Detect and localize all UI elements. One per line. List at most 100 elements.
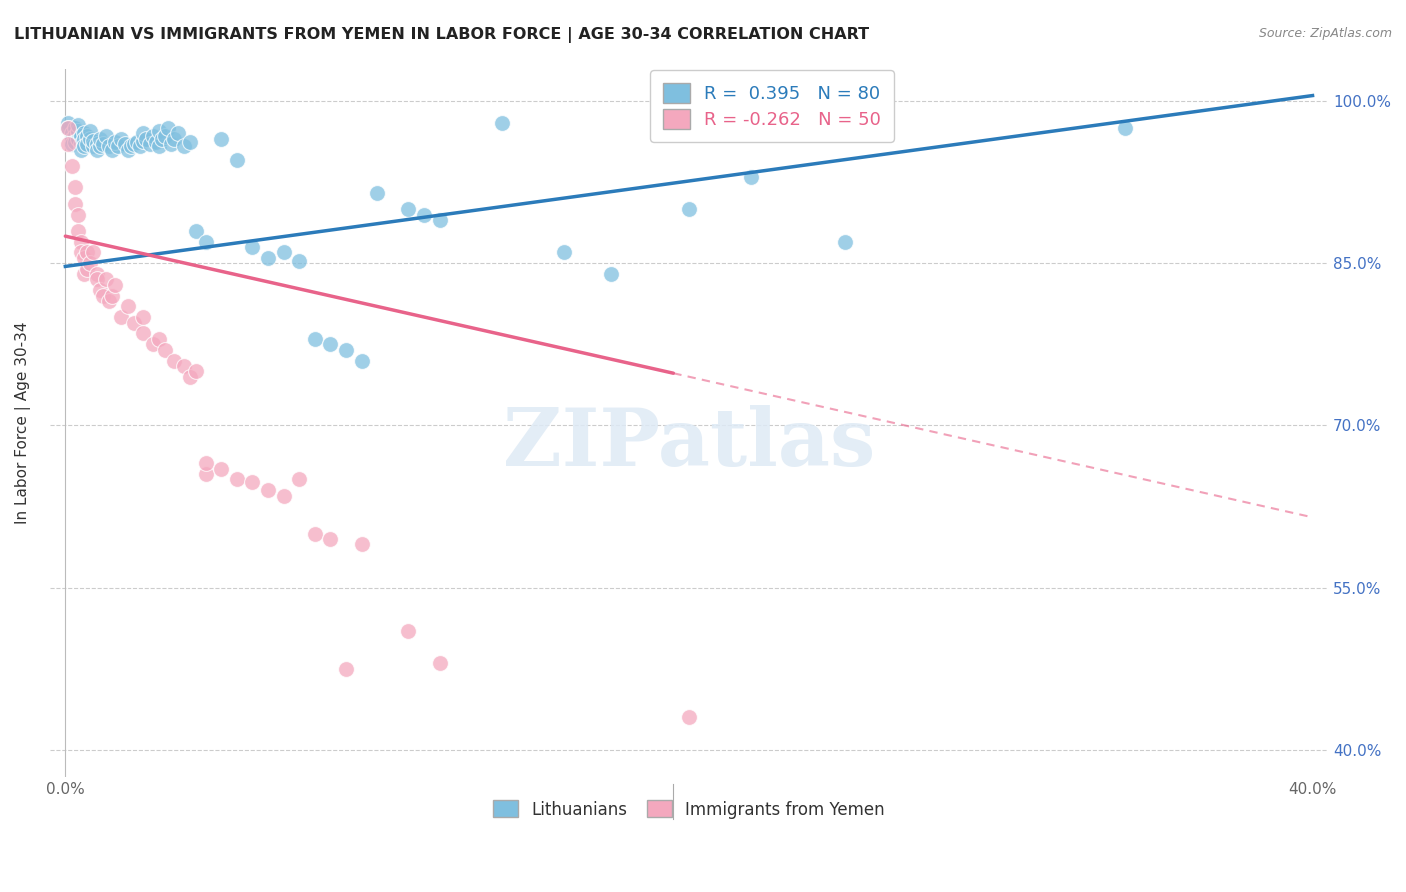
Point bbox=[429, 213, 451, 227]
Point bbox=[553, 245, 575, 260]
Point bbox=[194, 456, 217, 470]
Point bbox=[678, 202, 700, 216]
Point bbox=[225, 153, 247, 168]
Text: Source: ZipAtlas.com: Source: ZipAtlas.com bbox=[1258, 27, 1392, 40]
Point bbox=[66, 207, 89, 221]
Point bbox=[60, 137, 83, 152]
Point bbox=[142, 337, 165, 351]
Point bbox=[273, 245, 295, 260]
Point bbox=[335, 662, 357, 676]
Point bbox=[257, 251, 280, 265]
Point bbox=[104, 277, 127, 292]
Point bbox=[242, 475, 264, 489]
Point bbox=[117, 143, 139, 157]
Point bbox=[740, 169, 762, 184]
Point bbox=[122, 137, 145, 152]
Point bbox=[142, 128, 165, 143]
Point bbox=[257, 483, 280, 498]
Point bbox=[350, 353, 373, 368]
Point bbox=[160, 137, 183, 152]
Point bbox=[350, 537, 373, 551]
Point bbox=[73, 139, 96, 153]
Point bbox=[86, 143, 108, 157]
Point bbox=[304, 332, 326, 346]
Point bbox=[76, 128, 98, 143]
Point bbox=[163, 132, 186, 146]
Legend: Lithuanians, Immigrants from Yemen: Lithuanians, Immigrants from Yemen bbox=[486, 794, 891, 825]
Point bbox=[132, 326, 155, 341]
Point bbox=[273, 489, 295, 503]
Point bbox=[413, 207, 436, 221]
Point bbox=[834, 235, 856, 249]
Text: ZIPatlas: ZIPatlas bbox=[503, 405, 875, 483]
Point bbox=[98, 293, 121, 308]
Point bbox=[63, 180, 86, 194]
Point bbox=[114, 137, 136, 152]
Point bbox=[73, 251, 96, 265]
Point bbox=[86, 137, 108, 152]
Point bbox=[79, 124, 101, 138]
Point bbox=[82, 139, 104, 153]
Point bbox=[148, 332, 170, 346]
Point bbox=[91, 137, 114, 152]
Point bbox=[209, 132, 232, 146]
Point bbox=[73, 267, 96, 281]
Point bbox=[122, 316, 145, 330]
Point bbox=[73, 127, 96, 141]
Point bbox=[225, 473, 247, 487]
Point bbox=[60, 127, 83, 141]
Point bbox=[60, 132, 83, 146]
Point bbox=[58, 137, 80, 152]
Point bbox=[101, 143, 124, 157]
Point bbox=[82, 245, 104, 260]
Point bbox=[70, 143, 93, 157]
Point bbox=[110, 310, 132, 325]
Point bbox=[70, 137, 93, 152]
Text: LITHUANIAN VS IMMIGRANTS FROM YEMEN IN LABOR FORCE | AGE 30-34 CORRELATION CHART: LITHUANIAN VS IMMIGRANTS FROM YEMEN IN L… bbox=[14, 27, 869, 43]
Point bbox=[678, 710, 700, 724]
Point bbox=[58, 120, 80, 135]
Point bbox=[186, 224, 208, 238]
Point bbox=[70, 245, 93, 260]
Point bbox=[157, 120, 180, 135]
Point bbox=[101, 288, 124, 302]
Point bbox=[89, 132, 111, 146]
Point bbox=[138, 137, 160, 152]
Point bbox=[58, 120, 80, 135]
Point bbox=[86, 267, 108, 281]
Point bbox=[117, 300, 139, 314]
Point bbox=[79, 132, 101, 146]
Point bbox=[120, 139, 142, 153]
Point bbox=[76, 137, 98, 152]
Point bbox=[319, 337, 342, 351]
Point bbox=[209, 461, 232, 475]
Point bbox=[63, 196, 86, 211]
Point bbox=[153, 128, 176, 143]
Point bbox=[63, 135, 86, 149]
Point bbox=[82, 134, 104, 148]
Point bbox=[132, 134, 155, 148]
Point bbox=[94, 128, 117, 143]
Point bbox=[179, 369, 201, 384]
Point bbox=[70, 128, 93, 143]
Point bbox=[429, 657, 451, 671]
Point bbox=[145, 135, 167, 149]
Point bbox=[366, 186, 388, 200]
Point bbox=[89, 139, 111, 153]
Point bbox=[163, 353, 186, 368]
Point bbox=[73, 132, 96, 146]
Point bbox=[186, 364, 208, 378]
Point bbox=[63, 128, 86, 143]
Point bbox=[173, 359, 195, 373]
Point bbox=[89, 283, 111, 297]
Point bbox=[132, 127, 155, 141]
Point bbox=[304, 526, 326, 541]
Point bbox=[1114, 120, 1136, 135]
Point bbox=[79, 256, 101, 270]
Point bbox=[194, 467, 217, 481]
Point bbox=[66, 127, 89, 141]
Point bbox=[396, 202, 419, 216]
Point bbox=[66, 124, 89, 138]
Point bbox=[66, 118, 89, 132]
Point bbox=[70, 235, 93, 249]
